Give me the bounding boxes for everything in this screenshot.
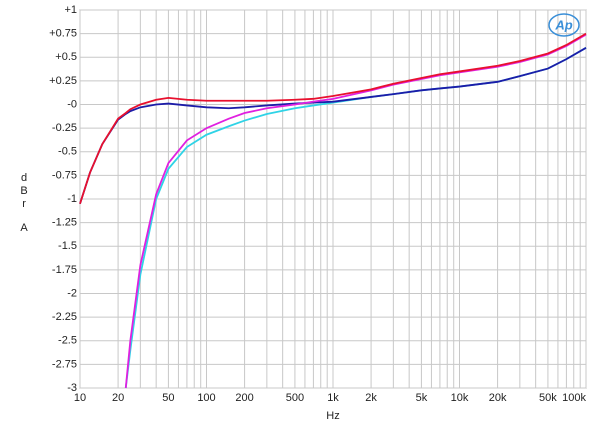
- x-tick-label: 100k: [562, 392, 586, 404]
- x-tick-label: 10k: [451, 392, 469, 404]
- y-tick-label: -1.5: [58, 240, 77, 252]
- y-tick-label: -0: [67, 98, 77, 110]
- y-tick-label: -0.25: [52, 122, 77, 134]
- x-tick-label: 10: [74, 392, 86, 404]
- y-tick-label: +1: [64, 4, 77, 16]
- y-tick-label: -2.25: [52, 311, 77, 323]
- y-tick-label: -2.75: [52, 358, 77, 370]
- x-tick-label: 20k: [489, 392, 507, 404]
- x-axis-label: Hz: [326, 410, 339, 422]
- y-tick-label: -1: [67, 193, 77, 205]
- y-tick-label: -0.75: [52, 169, 77, 181]
- series-line: [79, 32, 587, 204]
- x-tick-label: 20: [112, 392, 124, 404]
- x-tick-label: 200: [235, 392, 253, 404]
- y-tick-label: -2: [67, 287, 77, 299]
- logo: Ap: [554, 17, 572, 32]
- x-tick-label: 50: [162, 392, 174, 404]
- y-tick-label: -3: [67, 382, 77, 394]
- y-tick-label: -2.5: [58, 335, 77, 347]
- y-axis-label: A: [20, 222, 28, 234]
- x-tick-label: 50k: [539, 392, 557, 404]
- y-tick-label: +0.5: [55, 51, 77, 63]
- x-tick-label: 100: [197, 392, 215, 404]
- x-tick-label: 5k: [416, 392, 428, 404]
- y-axis-label: dBr: [18, 172, 30, 211]
- x-tick-label: 2k: [365, 392, 377, 404]
- y-tick-label: -1.25: [52, 217, 77, 229]
- y-tick-label: +0.25: [49, 75, 77, 87]
- y-tick-label: +0.75: [49, 28, 77, 40]
- series-line: [124, 33, 587, 389]
- x-tick-label: 1k: [327, 392, 339, 404]
- y-tick-label: -0.5: [58, 146, 77, 158]
- x-tick-label: 500: [286, 392, 304, 404]
- logo-ring: [548, 13, 580, 37]
- y-tick-label: -1.75: [52, 264, 77, 276]
- series-line: [79, 47, 587, 204]
